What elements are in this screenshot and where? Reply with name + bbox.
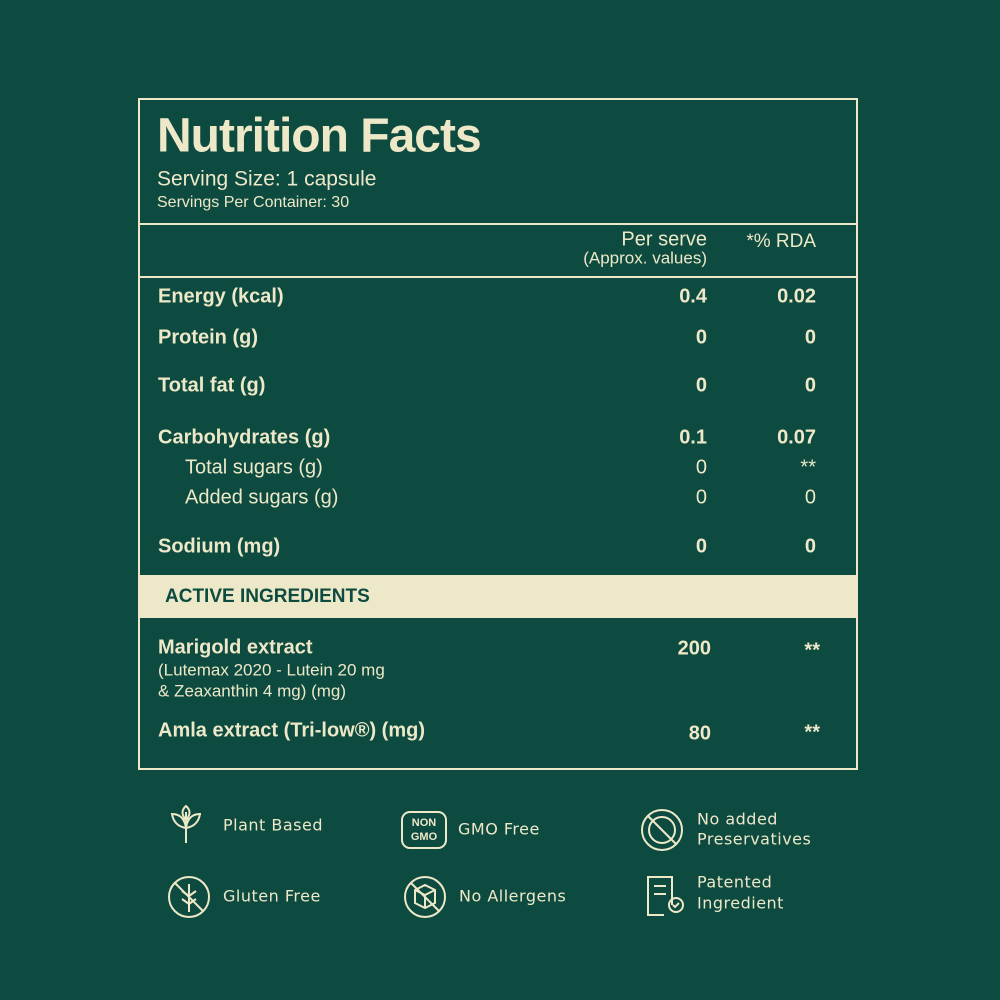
per-serve-value: 0.4 — [679, 285, 708, 307]
ingredient-name: Amla extract (Tri-low®) (mg) — [158, 719, 425, 741]
row-label: Added sugars (g) — [185, 486, 338, 508]
row-label: Energy (kcal) — [158, 285, 284, 307]
icon-no-preservatives — [641, 809, 683, 851]
icon-text: GMO — [411, 831, 438, 843]
icon-non-gmo — [401, 811, 447, 849]
icon-patent — [647, 876, 684, 916]
per-serve-value: 200 — [678, 637, 711, 659]
badge-label: Plant Based — [223, 816, 323, 835]
rda-value: 0.02 — [777, 285, 816, 307]
badge-label: No Allergens — [459, 887, 566, 906]
icon-gluten-free — [168, 876, 210, 918]
ingredient-description: & Zeaxanthin 4 mg) (mg) — [158, 681, 346, 700]
per-serve-value: 80 — [689, 722, 711, 744]
icon-text: NON — [412, 817, 437, 829]
per-serve-value: 0 — [696, 535, 707, 557]
column-header: Per serve — [621, 228, 707, 250]
rda-value: 0.07 — [777, 426, 816, 448]
per-serve-value: 0.1 — [679, 426, 707, 448]
section-heading: ACTIVE INGREDIENTS — [165, 586, 370, 607]
rda-value: 0 — [805, 326, 816, 348]
badge-label: Gluten Free — [223, 887, 321, 906]
badge-label: Patented — [697, 873, 772, 892]
rda-value: ** — [804, 721, 820, 743]
per-serve-value: 0 — [696, 326, 707, 348]
rda-value: 0 — [805, 374, 816, 396]
row-label: Total fat (g) — [158, 374, 265, 396]
badge-label: No added — [697, 810, 778, 829]
label-frame — [138, 98, 858, 770]
ingredient-description: (Lutemax 2020 - Lutein 20 mg — [158, 660, 385, 679]
title: Nutrition Facts — [157, 110, 481, 163]
row-label: Total sugars (g) — [185, 456, 323, 478]
row-label: Carbohydrates (g) — [158, 426, 330, 448]
serving-size: Serving Size: 1 capsule — [157, 168, 376, 191]
per-serve-value: 0 — [696, 374, 707, 396]
icon-plant — [170, 804, 202, 843]
rda-value: ** — [804, 639, 820, 661]
badge-label: Preservatives — [697, 830, 811, 849]
section-band — [139, 575, 857, 618]
badge-label: Ingredient — [697, 894, 784, 913]
per-serve-value: 0 — [696, 456, 707, 478]
nutrition-rows: Energy (kcal) 0.4 0.02 Protein (g) 0 0 Total f… — [158, 285, 816, 557]
servings-per-container: Servings Per Container: 30 — [157, 194, 349, 211]
per-serve-value: 0 — [696, 486, 707, 508]
column-note: (Approx. values) — [583, 248, 707, 267]
rda-value: 0 — [805, 486, 816, 508]
icon-no-allergens — [404, 876, 446, 918]
row-label: Protein (g) — [158, 326, 258, 348]
ingredient-name: Marigold extract — [158, 636, 313, 658]
badge-label: GMO Free — [458, 820, 540, 839]
rda-value: ** — [800, 456, 816, 478]
row-label: Sodium (mg) — [158, 535, 280, 557]
rda-value: 0 — [805, 535, 816, 557]
column-header: *% RDA — [746, 231, 816, 252]
